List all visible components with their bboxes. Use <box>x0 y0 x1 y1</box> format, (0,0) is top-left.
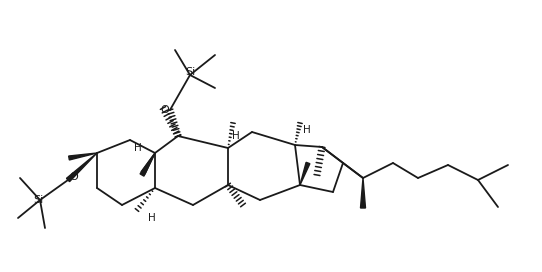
Text: H: H <box>232 131 240 141</box>
Polygon shape <box>141 153 155 174</box>
Text: Si: Si <box>33 195 43 205</box>
Text: H: H <box>303 125 311 135</box>
Polygon shape <box>300 162 310 185</box>
Polygon shape <box>67 153 97 182</box>
Text: Si: Si <box>185 67 195 77</box>
Polygon shape <box>360 178 365 208</box>
Text: H: H <box>134 143 142 153</box>
Polygon shape <box>69 153 97 160</box>
Text: H: H <box>148 213 156 223</box>
Text: O: O <box>160 105 169 115</box>
Polygon shape <box>140 153 155 176</box>
Text: O: O <box>69 172 79 182</box>
